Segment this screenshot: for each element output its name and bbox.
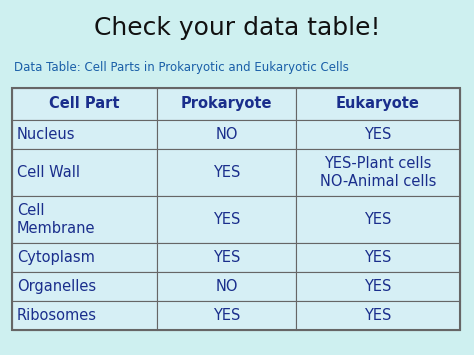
Bar [157,88,296,120]
Bar [157,120,296,149]
Text: Cell Part: Cell Part [49,97,120,111]
Bar [296,272,460,301]
Bar [12,149,157,196]
Text: NO: NO [216,279,238,294]
Bar [296,196,460,243]
Bar [12,272,157,301]
Bar [296,88,460,120]
Text: YES: YES [213,212,240,227]
Bar [12,88,460,330]
Text: Check your data table!: Check your data table! [94,16,380,40]
Text: YES: YES [213,250,240,265]
Bar [296,120,460,149]
Text: Eukaryote: Eukaryote [336,97,420,111]
Text: Organelles: Organelles [17,279,96,294]
Text: YES-Plant cells
NO-Animal cells: YES-Plant cells NO-Animal cells [320,156,436,189]
Bar [157,196,296,243]
Text: YES: YES [365,127,392,142]
Text: Data Table: Cell Parts in Prokaryotic and Eukaryotic Cells: Data Table: Cell Parts in Prokaryotic an… [14,61,349,75]
Bar [157,272,296,301]
Bar [12,243,157,272]
Text: Cell
Membrane: Cell Membrane [17,203,95,236]
Bar [157,149,296,196]
Bar [296,149,460,196]
Text: YES: YES [365,279,392,294]
Bar [12,301,157,330]
Bar [157,301,296,330]
Text: YES: YES [365,308,392,323]
Bar [12,88,157,120]
Bar [12,196,157,243]
Bar [296,243,460,272]
Text: Cell Wall: Cell Wall [17,165,80,180]
Text: Ribosomes: Ribosomes [17,308,97,323]
Text: YES: YES [213,165,240,180]
Text: YES: YES [365,250,392,265]
Text: Cytoplasm: Cytoplasm [17,250,95,265]
Text: Prokaryote: Prokaryote [181,97,273,111]
Bar [157,243,296,272]
Bar [12,120,157,149]
Bar [296,301,460,330]
Text: YES: YES [365,212,392,227]
Text: NO: NO [216,127,238,142]
Text: YES: YES [213,308,240,323]
Text: Nucleus: Nucleus [17,127,75,142]
